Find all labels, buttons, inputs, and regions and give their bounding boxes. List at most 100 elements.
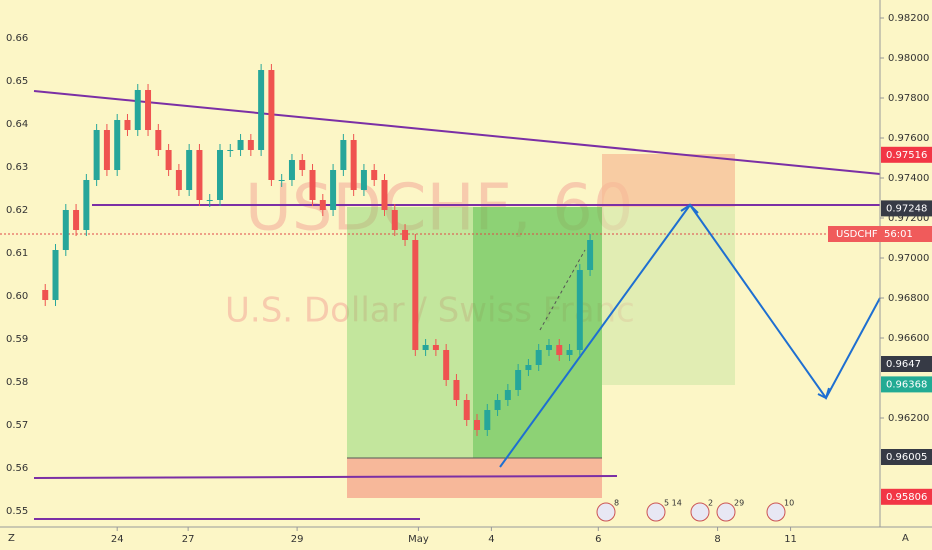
candle-body (165, 150, 172, 170)
candle-body (535, 350, 542, 365)
event-icon (716, 502, 736, 522)
y2-tick-label: 0.98000 (888, 53, 929, 64)
y-tick-label: 0.61 (6, 248, 28, 259)
candle-body (62, 210, 69, 250)
candle-body (443, 350, 450, 380)
candle-body (381, 180, 388, 210)
loss-zone-2 (602, 154, 735, 207)
candle-body (278, 180, 285, 181)
x-tick-label: 8 (714, 534, 720, 545)
candle-body (227, 150, 234, 151)
y2-tick-label: 0.97800 (888, 93, 929, 104)
corner-button[interactable]: A (902, 533, 909, 544)
price-label-bg (881, 200, 932, 217)
candle-body (217, 150, 223, 200)
candle-body (391, 210, 398, 230)
candle-body (258, 70, 265, 150)
candle-body (93, 130, 100, 180)
price-label-bg (881, 449, 932, 465)
candle-body (247, 140, 254, 150)
y2-tick-label: 0.98200 (888, 13, 929, 24)
price-label: 0.96368 (886, 379, 927, 390)
candle-body (155, 130, 162, 150)
x-tick-label: 29 (291, 534, 304, 545)
watermark-description: U.S. Dollar / Swiss Franc (225, 291, 635, 331)
x-tick-label: 27 (182, 534, 195, 545)
candle-body (186, 150, 193, 190)
candle-body (350, 140, 357, 190)
corner-button[interactable]: Z (8, 533, 15, 544)
event-count: 10 (784, 499, 794, 508)
event-count: 5 14 (664, 499, 682, 508)
candle-body (73, 210, 80, 230)
y-tick-label: 0.58 (6, 377, 28, 388)
profit-zone (347, 207, 602, 458)
candle-body (587, 240, 594, 270)
candle-body (134, 90, 141, 130)
price-label: 0.96005 (886, 452, 927, 463)
y-tick-label: 0.59 (6, 334, 28, 345)
y-tick-label: 0.60 (6, 291, 28, 302)
candle-body (330, 170, 337, 210)
y-tick-label: 0.66 (6, 33, 28, 44)
x-tick-label: 11 (784, 534, 797, 545)
y-tick-label: 0.55 (6, 506, 28, 517)
arrow-head (680, 203, 699, 214)
y-tick-label: 0.56 (6, 463, 28, 474)
candle-body (556, 345, 563, 355)
arrow-head (817, 387, 830, 400)
price-label-bg (881, 146, 932, 163)
price-label-bg (881, 488, 932, 505)
candle-body (206, 200, 213, 201)
projection-arrow (499, 203, 881, 468)
candle-body (42, 290, 49, 300)
candle-body (340, 140, 347, 170)
candle-body (576, 270, 583, 350)
candle-body (83, 180, 90, 230)
candle-body (196, 150, 203, 200)
last-price-symbol: USDCHF (836, 229, 878, 240)
y2-tick-label: 0.96200 (888, 413, 929, 424)
candle-body (52, 250, 59, 300)
last-price-countdown: 56:01 (884, 229, 913, 240)
candle-body (463, 400, 470, 420)
x-tick-label: 4 (488, 534, 494, 545)
event-icon (766, 502, 786, 522)
candle-body (453, 380, 460, 400)
y2-tick-label: 0.96600 (888, 333, 929, 344)
candle-body (237, 140, 244, 150)
y2-tick-label: 0.97200 (888, 213, 929, 224)
candle-body (299, 160, 306, 170)
drawings (0, 90, 881, 520)
candle-body (525, 365, 532, 370)
price-label-bg (881, 376, 932, 393)
candle-body (319, 200, 326, 210)
last-price-bg (828, 226, 932, 242)
candle-body (545, 345, 552, 350)
candle-body (412, 240, 419, 350)
candle-body (103, 130, 110, 170)
candle-body (288, 160, 295, 180)
price-label: 0.95806 (886, 492, 927, 503)
candle-body (494, 400, 501, 410)
candle-body (566, 350, 573, 355)
event-count: 2 (708, 499, 713, 508)
event-icon (690, 502, 710, 522)
y-tick-label: 0.63 (6, 162, 28, 173)
event-icon (646, 502, 666, 522)
event-icon (596, 502, 616, 522)
y-tick-label: 0.57 (6, 420, 28, 431)
price-label: 0.9647 (886, 359, 921, 370)
candle-body (422, 345, 429, 350)
candle-body (371, 170, 378, 180)
y2-tick-label: 0.97400 (888, 173, 929, 184)
y2-tick-label: 0.96800 (888, 293, 929, 304)
support-line (33, 475, 618, 479)
candle-body (504, 390, 511, 400)
price-label: 0.97516 (886, 150, 927, 161)
y2-tick-label: 0.97000 (888, 253, 929, 264)
candle-body (114, 120, 121, 170)
event-count: 29 (734, 499, 744, 508)
y2-tick-label: 0.97600 (888, 133, 929, 144)
